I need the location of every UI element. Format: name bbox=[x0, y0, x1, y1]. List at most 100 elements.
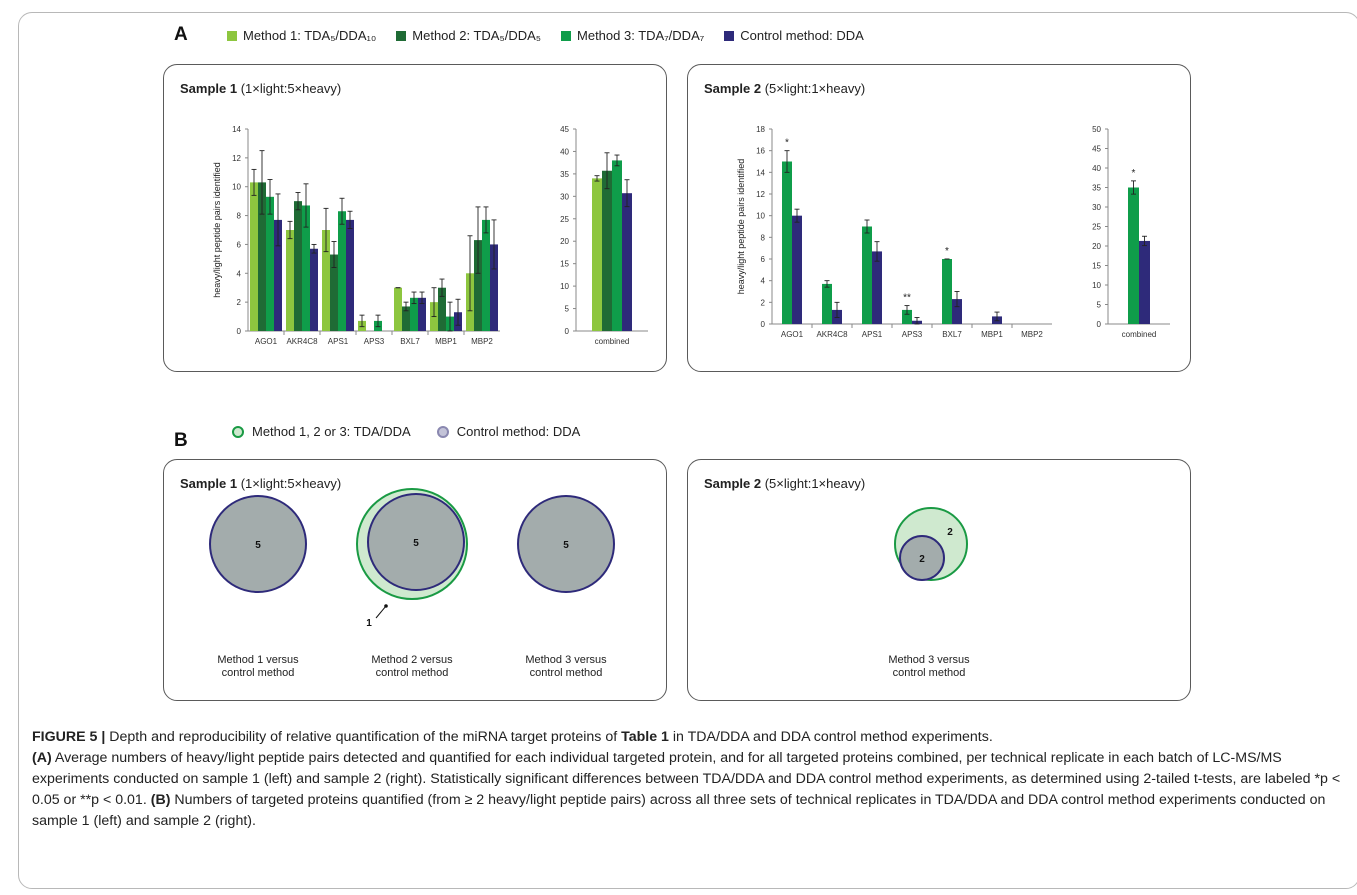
legend-item: Method 1, 2 or 3: TDA/DDA bbox=[232, 424, 411, 439]
sample1-venn-title: Sample 1 (1×light:5×heavy) bbox=[180, 476, 342, 491]
y-tick-label: 16 bbox=[756, 147, 765, 156]
legend-item: Control method: DDA bbox=[436, 424, 581, 439]
legend-label: Control method: DDA bbox=[456, 424, 581, 439]
venn-caption: Method 2 versus control method bbox=[371, 654, 453, 679]
caption-a-label: (A) bbox=[32, 750, 52, 766]
significance-mark: ** bbox=[903, 293, 911, 304]
venn-count: 5 bbox=[563, 540, 569, 551]
venn-caption: Method 3 versus control method bbox=[888, 654, 970, 679]
legend-item: Control method: DDA bbox=[724, 28, 864, 43]
venn-dda-circle bbox=[209, 495, 307, 593]
legend-b: Method 1, 2 or 3: TDA/DDA Control method… bbox=[232, 424, 600, 439]
x-tick-label: APS3 bbox=[364, 337, 385, 346]
y-tick-label: 45 bbox=[1092, 145, 1101, 154]
sample1-bar-chart: 0 2 4 6 8 10 12 14 AGO1 AKR4C8 APS1 APS3 BXL7 MBP1 MBP… bbox=[212, 125, 648, 346]
significance-mark: * bbox=[1132, 168, 1136, 179]
y-tick-label: 35 bbox=[560, 170, 569, 179]
sample2-title: Sample 2 (5×light:1×heavy) bbox=[704, 81, 866, 96]
x-tick-label: APS3 bbox=[902, 330, 923, 339]
y-tick-label: 35 bbox=[1092, 184, 1101, 193]
y-tick-label: 25 bbox=[560, 215, 569, 224]
bar bbox=[792, 215, 802, 324]
y-tick-label: 20 bbox=[1092, 242, 1101, 251]
x-tick-label: AGO1 bbox=[781, 330, 804, 339]
bar bbox=[822, 283, 832, 324]
bar bbox=[782, 161, 792, 324]
legend-swatch bbox=[724, 30, 735, 41]
y-tick-label: 10 bbox=[1092, 281, 1101, 290]
sample1-venn-box: Sample 1 (1×light:5×heavy) 5 5 1 5 Method 1… bbox=[163, 459, 667, 701]
x-tick-label: AKR4C8 bbox=[816, 330, 848, 339]
y-tick-label: 0 bbox=[1097, 320, 1102, 329]
y-tick-label: 14 bbox=[232, 125, 241, 134]
y-tick-label: 40 bbox=[1092, 164, 1101, 173]
y-axis-label: heavy/light peptide pairs identified bbox=[212, 162, 222, 298]
caption-line1a: Depth and reproducibility of relative qu… bbox=[105, 729, 622, 745]
bar bbox=[474, 240, 482, 331]
x-tick-label: MBP1 bbox=[435, 337, 457, 346]
figure-frame bbox=[18, 12, 1357, 889]
caption-line1b: in TDA/DDA and DDA control method experi… bbox=[668, 729, 993, 745]
bar bbox=[394, 287, 402, 331]
venn-pointer bbox=[375, 605, 387, 619]
bar bbox=[490, 244, 498, 331]
y-tick-label: 14 bbox=[756, 168, 765, 177]
bar bbox=[952, 299, 962, 324]
y-tick-label: 10 bbox=[560, 282, 569, 291]
venn-pointer-dot bbox=[384, 604, 388, 608]
bar bbox=[1139, 240, 1150, 324]
sample1-title: Sample 1 (1×light:5×heavy) bbox=[180, 81, 342, 96]
x-tick-label: MBP1 bbox=[981, 330, 1003, 339]
y-tick-label: 40 bbox=[560, 147, 569, 156]
legend-swatch bbox=[436, 425, 449, 438]
bar bbox=[872, 251, 882, 324]
legend-item: Method 1: TDA₅/DDA₁₀ bbox=[227, 28, 376, 43]
y-tick-label: 12 bbox=[756, 190, 765, 199]
legend-item: Method 2: TDA₅/DDA₅ bbox=[396, 28, 541, 43]
venn-dda-circle bbox=[899, 535, 945, 581]
y-tick-label: 2 bbox=[237, 298, 242, 307]
x-tick-label: MBP2 bbox=[471, 337, 493, 346]
bar bbox=[592, 178, 602, 331]
bar bbox=[942, 259, 952, 324]
bar bbox=[322, 230, 330, 331]
venn-extra-count: 2 bbox=[947, 527, 953, 538]
legend-label: Control method: DDA bbox=[740, 28, 864, 43]
y-tick-label: 4 bbox=[237, 269, 242, 278]
legend-a: Method 1: TDA₅/DDA₁₀ Method 2: TDA₅/DDA₅… bbox=[227, 28, 884, 43]
x-tick-label: AKR4C8 bbox=[286, 337, 318, 346]
y-tick-label: 15 bbox=[560, 260, 569, 269]
legend-label: Method 1, 2 or 3: TDA/DDA bbox=[252, 424, 411, 439]
x-tick-label: combined bbox=[1122, 330, 1157, 339]
bar bbox=[346, 219, 354, 331]
y-tick-label: 0 bbox=[565, 327, 570, 336]
x-tick-label: BXL7 bbox=[942, 330, 962, 339]
y-tick-label: 12 bbox=[232, 154, 241, 163]
y-tick-label: 5 bbox=[565, 305, 570, 314]
bar bbox=[330, 254, 338, 331]
bar bbox=[862, 226, 872, 324]
legend-swatch bbox=[227, 30, 237, 41]
y-tick-label: 4 bbox=[761, 277, 766, 286]
legend-swatch bbox=[561, 30, 572, 41]
bar bbox=[258, 182, 266, 331]
bar bbox=[338, 211, 346, 331]
sample1-venn-canvas: 5 5 1 5 bbox=[209, 488, 615, 629]
y-tick-label: 45 bbox=[560, 125, 569, 134]
y-tick-label: 0 bbox=[237, 327, 242, 336]
bar bbox=[310, 248, 318, 331]
y-tick-label: 10 bbox=[756, 212, 765, 221]
x-tick-label: APS1 bbox=[862, 330, 883, 339]
y-tick-label: 25 bbox=[1092, 223, 1101, 232]
x-tick-label: AGO1 bbox=[255, 337, 278, 346]
venn-caption: Method 1 versus control method bbox=[217, 654, 299, 679]
venn-dda-circle bbox=[517, 495, 615, 593]
bar bbox=[266, 196, 274, 331]
y-tick-label: 5 bbox=[1097, 301, 1102, 310]
y-tick-label: 0 bbox=[761, 320, 766, 329]
sample1-chart-box: Sample 1 (1×light:5×heavy) 0 2 4 6 8 10 12 14 AG… bbox=[163, 64, 667, 372]
y-tick-label: 6 bbox=[761, 255, 766, 264]
caption-a-text: Average numbers of heavy/light peptide p… bbox=[32, 750, 1341, 808]
venn-count: 5 bbox=[255, 540, 261, 551]
